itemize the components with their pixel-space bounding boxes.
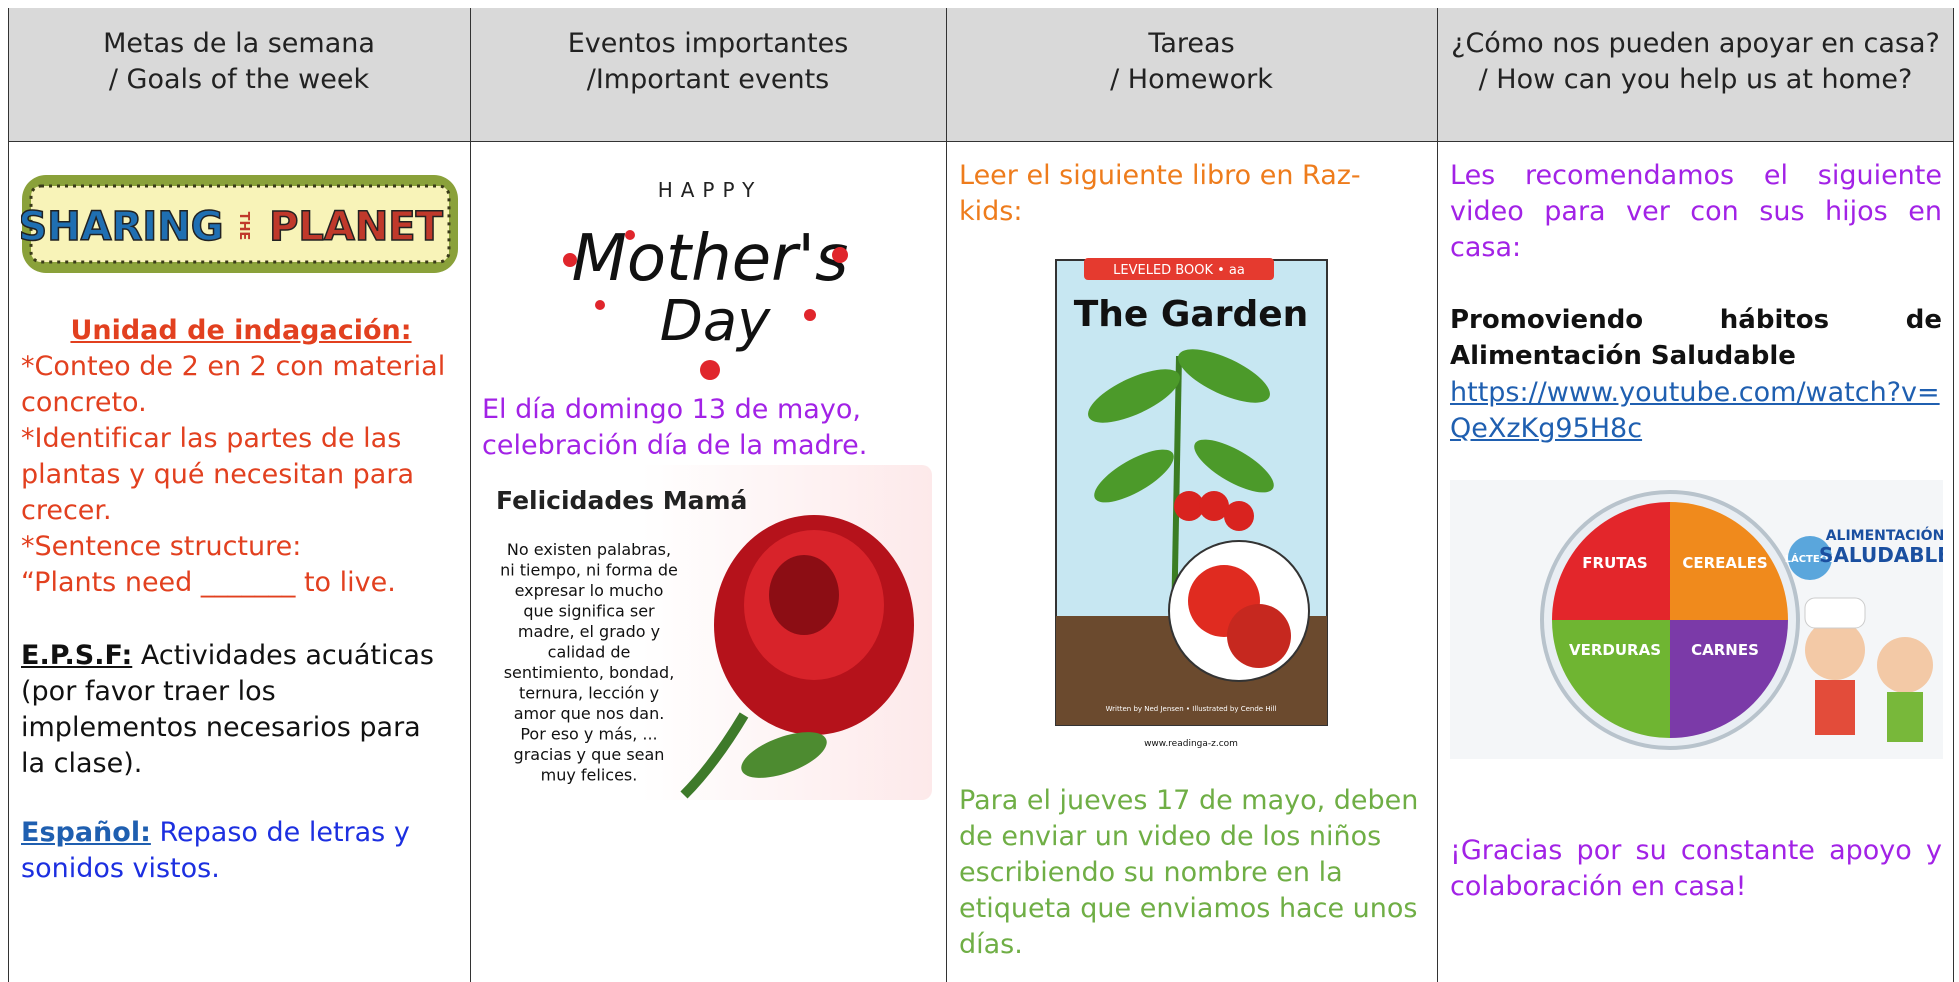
poem-line: sentimiento, bondad,	[504, 663, 675, 682]
rose-card: Felicidades Mamá No existen palabras, ni …	[484, 465, 932, 800]
card-day: Day	[660, 289, 771, 354]
header-cell: Eventos importantes /Important events	[567, 28, 849, 95]
book-title: The Garden	[1074, 294, 1309, 335]
healthy-plate-image: FRUTAS CEREALES VERDURAS CARNES LÁCTEOS …	[1450, 480, 1943, 759]
unit-item: *Conteo de 2 en 2 con material concreto.	[21, 351, 446, 418]
poem-line: gracias y que sean	[514, 745, 665, 764]
column-border	[1953, 8, 1954, 982]
plate-section	[1670, 620, 1788, 738]
header-row: Metas de la semana / Goals of the week E…	[8, 8, 1954, 142]
book-url: www.readinga-z.com	[1144, 739, 1238, 749]
column-border	[470, 8, 471, 982]
header-cell: Tareas / Homework	[1110, 28, 1273, 95]
poem-line: ni tiempo, ni forma de	[500, 561, 678, 580]
poem-line: amor que nos dan.	[514, 704, 665, 723]
thanks: ¡Gracias por su constante apoyo y colabo…	[1450, 835, 1942, 902]
plate-section	[1670, 502, 1788, 620]
event-text: El día domingo 13 de mayo, celebración d…	[482, 394, 868, 461]
poem-line: que significa ser	[523, 602, 655, 621]
banner-image: SHARING THE PLANET	[21, 175, 458, 273]
banner-word: THE	[236, 212, 251, 241]
plate-label: LÁCTEOS	[1785, 552, 1836, 565]
card-happy: HAPPY	[658, 178, 763, 202]
column-border	[946, 8, 947, 982]
plate-label: CEREALES	[1682, 554, 1767, 572]
poem-line: madre, el grado y	[518, 622, 660, 641]
plate-title: ALIMENTACIÓN	[1826, 526, 1943, 544]
column-border	[1437, 8, 1438, 982]
plate-section	[1552, 502, 1670, 620]
book-cover: LEVELED BOOK • aa The Garden Written by …	[1055, 258, 1328, 749]
unit-item: *Identificar las partes de las plantas y…	[21, 423, 414, 526]
book-series: LEVELED BOOK • aa	[1113, 263, 1245, 278]
plate-label: VERDURAS	[1569, 641, 1661, 659]
plate-title: SALUDABLE	[1819, 543, 1943, 567]
homework-intro: Leer el siguiente libro en Raz-kids:	[959, 160, 1361, 227]
hearts	[563, 230, 848, 380]
header-cell: Metas de la semana / Goals of the week	[103, 28, 375, 95]
homework-task: Para el jueves 17 de mayo, deben de envi…	[959, 785, 1419, 960]
plant	[1088, 349, 1310, 682]
poem-line: Por eso y más, ...	[520, 725, 657, 744]
unit-item: “Plants need _______ to live.	[21, 567, 396, 598]
epsf-label: E.P.S.F:	[21, 640, 133, 671]
epsf-text: Actividades acuáticas (por favor traer l…	[21, 640, 434, 779]
book-credits: Written by Ned Jensen • Illustrated by C…	[1106, 705, 1277, 713]
dairy-badge	[1788, 536, 1832, 580]
plate-label: FRUTAS	[1582, 554, 1647, 572]
poem-line: muy felices.	[541, 766, 638, 785]
rose	[680, 515, 914, 799]
poem-line: No existen palabras,	[507, 540, 671, 559]
card-title: Mother's	[572, 222, 849, 296]
banner-word: SHARING	[21, 204, 224, 250]
rose-title: Felicidades Mamá	[496, 486, 747, 515]
series-bg	[1084, 258, 1274, 280]
unit-items: *Conteo de 2 en 2 con material concreto.…	[21, 349, 451, 601]
video-link[interactable]: https://www.youtube.com/watch?v=QeXzKg95…	[1450, 377, 1940, 444]
video-title: Promoviendo hábitos de Alimentación Salu…	[1450, 305, 1942, 371]
kids	[1804, 597, 1933, 742]
banner-inner	[29, 184, 451, 264]
unit-item: *Sentence structure:	[21, 531, 302, 562]
espanol-label: Español:	[21, 817, 151, 848]
poem-line: expresar lo mucho	[515, 581, 664, 600]
column-border	[8, 8, 9, 982]
unit-title: Unidad de indagación:	[70, 315, 412, 346]
plate-label: CARNES	[1691, 641, 1759, 659]
poem: No existen palabras, ni tiempo, ni forma …	[500, 540, 678, 785]
poem-line: calidad de	[548, 643, 631, 662]
header-cell: ¿Cómo nos pueden apoyar en casa? / How c…	[1451, 28, 1940, 95]
mothers-day-card: HAPPY Mother's Day	[563, 178, 849, 380]
plate-section	[1552, 620, 1670, 738]
banner-word: PLANET	[269, 204, 444, 250]
poem-line: ternura, lección y	[519, 684, 659, 703]
support-intro: Les recomendamos el siguiente video para…	[1450, 160, 1942, 263]
espanol-text: Repaso de letras y sonidos vistos.	[21, 817, 410, 884]
